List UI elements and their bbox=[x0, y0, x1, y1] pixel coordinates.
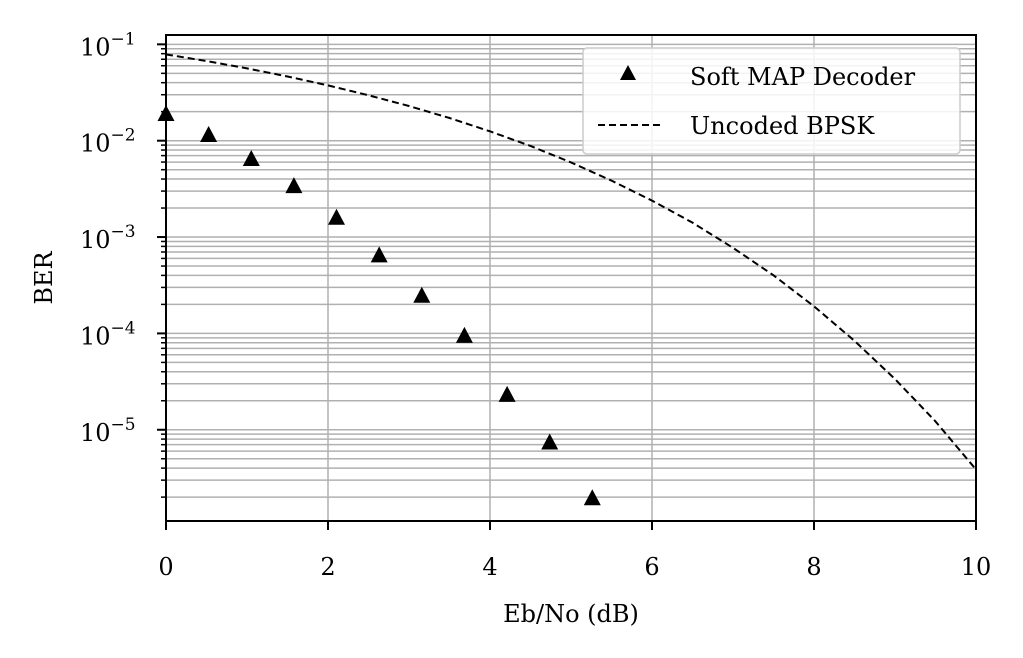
y-tick-label-exponent: −4 bbox=[111, 318, 136, 338]
y-tick-label: 10−4 bbox=[80, 318, 136, 350]
y-tick-label: 10−5 bbox=[80, 415, 136, 447]
legend-label-soft-map: Soft MAP Decoder bbox=[690, 63, 916, 91]
y-tick-label-base: 10 bbox=[80, 322, 111, 350]
soft-map-marker bbox=[328, 208, 346, 225]
y-tick-label-exponent: −5 bbox=[111, 415, 136, 435]
x-tick-label: 10 bbox=[961, 553, 992, 581]
x-tick-label: 4 bbox=[482, 553, 497, 581]
y-axis-ticks: 10−110−210−310−410−5 bbox=[80, 29, 166, 498]
soft-map-markers bbox=[157, 104, 601, 506]
soft-map-marker bbox=[541, 433, 559, 450]
legend-label-uncoded-bpsk: Uncoded BPSK bbox=[690, 112, 875, 140]
soft-map-marker bbox=[370, 246, 388, 263]
y-tick-label: 10−2 bbox=[80, 126, 136, 158]
uncoded-bpsk-curve bbox=[165, 53, 977, 471]
y-tick-label-exponent: −2 bbox=[111, 126, 136, 146]
x-tick-label: 6 bbox=[644, 553, 659, 581]
soft-map-marker bbox=[200, 125, 218, 142]
y-tick-label-base: 10 bbox=[80, 419, 111, 447]
y-tick-label-base: 10 bbox=[80, 33, 111, 61]
y-tick-label: 10−1 bbox=[80, 29, 136, 61]
x-tick-label: 0 bbox=[158, 553, 173, 581]
y-tick-label-base: 10 bbox=[80, 226, 111, 254]
legend: Soft MAP Decoder Uncoded BPSK bbox=[582, 47, 961, 155]
soft-map-marker bbox=[498, 385, 516, 402]
y-tick-label: 10−3 bbox=[80, 222, 136, 254]
soft-map-marker bbox=[583, 489, 601, 506]
soft-map-marker bbox=[285, 177, 303, 194]
x-axis-label: Eb/No (dB) bbox=[503, 600, 639, 628]
uncoded-bpsk-line bbox=[165, 53, 977, 471]
y-axis-label: BER bbox=[30, 250, 58, 304]
soft-map-marker bbox=[455, 326, 473, 343]
x-tick-label: 8 bbox=[806, 553, 821, 581]
soft-map-marker bbox=[242, 150, 260, 167]
soft-map-marker bbox=[413, 286, 431, 303]
legend-marker-soft-map bbox=[620, 65, 636, 80]
y-tick-label-base: 10 bbox=[80, 130, 111, 158]
y-tick-label-exponent: −3 bbox=[111, 222, 136, 242]
x-axis-ticks: 0 2 4 6 8 10 bbox=[158, 521, 991, 581]
x-tick-label: 2 bbox=[320, 553, 335, 581]
y-tick-label-exponent: −1 bbox=[111, 29, 136, 49]
plot-frame bbox=[165, 34, 977, 522]
legend-box bbox=[582, 47, 961, 155]
